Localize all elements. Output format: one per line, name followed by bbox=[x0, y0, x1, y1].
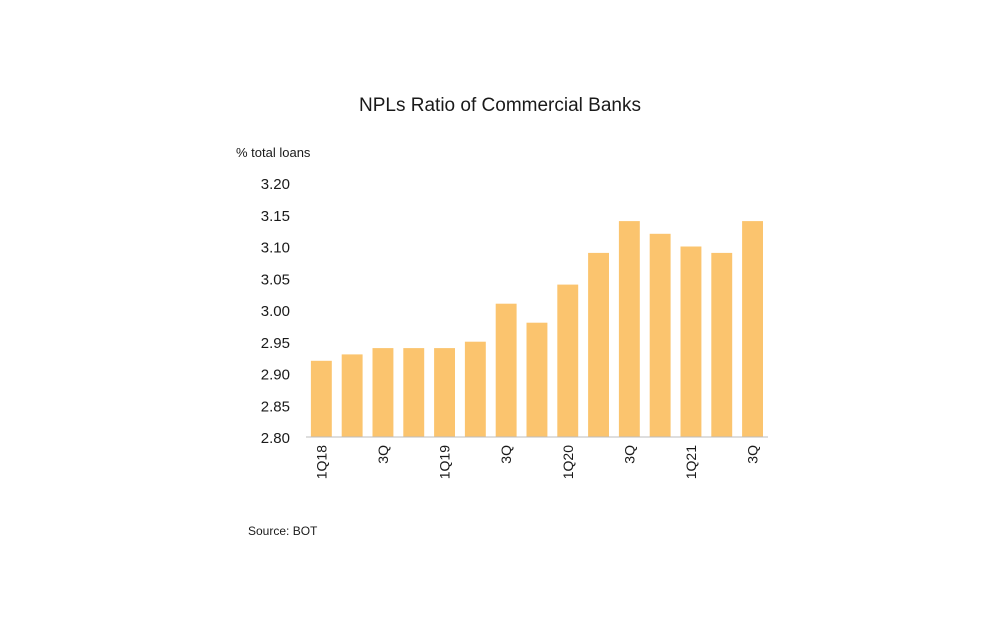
x-tick-label: 3Q bbox=[621, 445, 637, 464]
y-tick-label: 3.00 bbox=[261, 303, 290, 320]
y-tick-label: 3.20 bbox=[261, 176, 290, 193]
chart-title: NPLs Ratio of Commercial Banks bbox=[359, 95, 641, 116]
x-tick-label: 3Q bbox=[375, 445, 391, 464]
bar-2q20-9 bbox=[588, 252, 609, 437]
y-tick-label: 2.80 bbox=[261, 430, 290, 447]
bars-group bbox=[310, 221, 763, 437]
y-axis-ticks: 3.20 3.15 3.10 3.05 3.00 2.95 2.90 2.85 2.80 bbox=[261, 176, 290, 447]
y-tick-label: 2.95 bbox=[261, 335, 290, 352]
y-tick-label: 2.90 bbox=[261, 367, 290, 384]
x-tick-label: 3Q bbox=[745, 445, 761, 464]
bar-3q-10 bbox=[618, 221, 640, 437]
y-tick-label: 3.15 bbox=[261, 208, 290, 225]
x-tick-label: 1Q18 bbox=[313, 445, 329, 479]
bar-1q18-0 bbox=[310, 360, 332, 437]
x-tick-label: 1Q19 bbox=[437, 445, 453, 479]
bar-1q21-12 bbox=[680, 246, 702, 437]
bar-2q18-1 bbox=[341, 354, 363, 437]
bar-2q19-5 bbox=[464, 341, 486, 437]
bar-4q20-11 bbox=[649, 233, 671, 437]
bar-3q-2 bbox=[372, 348, 394, 437]
x-tick-label: 1Q21 bbox=[683, 445, 699, 479]
bar-3q-6 bbox=[495, 303, 517, 437]
y-tick-label: 2.85 bbox=[261, 398, 290, 415]
x-tick-label: 1Q20 bbox=[560, 445, 576, 479]
bar-3q-14 bbox=[742, 221, 763, 437]
source-note: Source: BOT bbox=[248, 524, 318, 538]
bar-2q21-13 bbox=[711, 252, 733, 437]
y-tick-label: 3.05 bbox=[261, 271, 290, 288]
y-axis-unit-label: % total loans bbox=[236, 145, 311, 160]
bar-1q20-8 bbox=[557, 284, 579, 437]
y-tick-label: 3.10 bbox=[261, 240, 290, 257]
x-tick-label: 3Q bbox=[498, 445, 514, 464]
bar-4q18-3 bbox=[403, 348, 425, 437]
x-axis-ticks: 1Q18 3Q 1Q19 3Q 1Q20 3Q 1Q21 3Q bbox=[313, 445, 760, 479]
bar-4q19-7 bbox=[526, 322, 548, 437]
bar-1q19-4 bbox=[434, 348, 455, 437]
